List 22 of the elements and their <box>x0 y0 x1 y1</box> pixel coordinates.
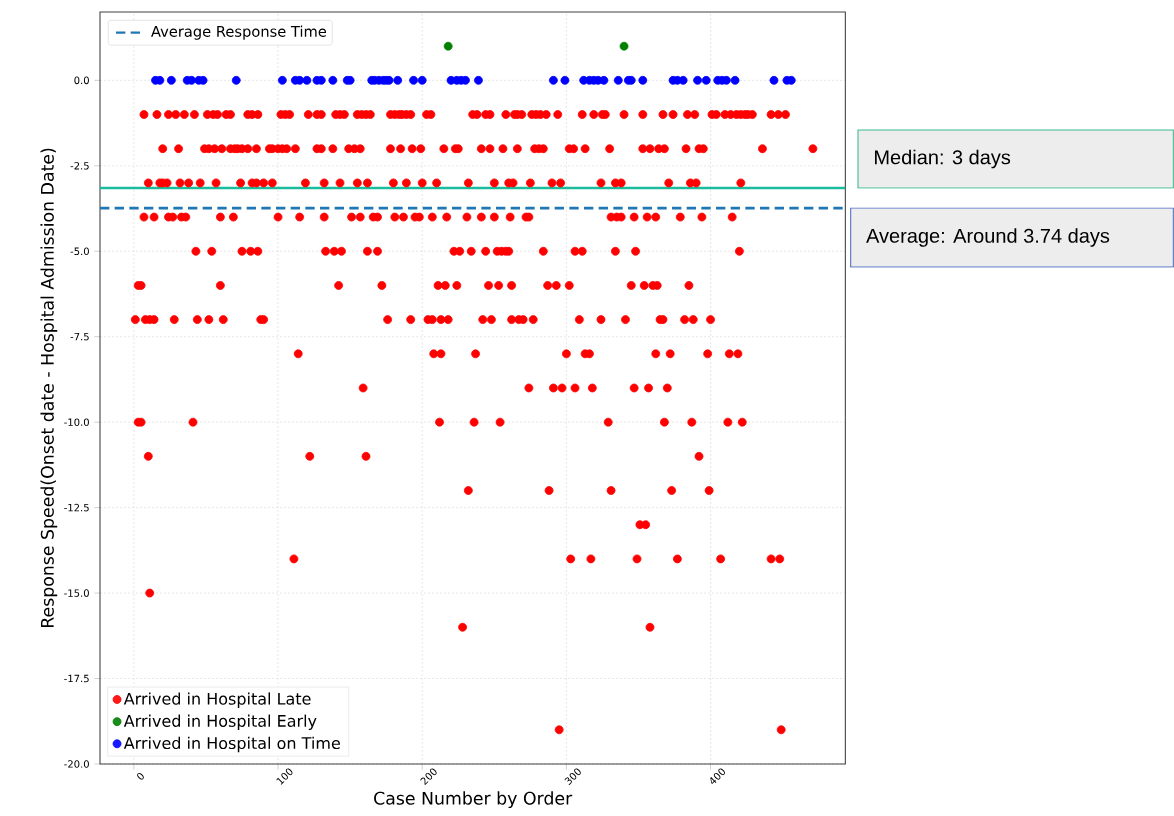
text: Median: 3 days <box>875 149 1011 169</box>
text: Average: Around 3.74 days <box>866 228 1110 247</box>
x-tick-label: 200 <box>420 768 437 786</box>
x-tick-label: 300 <box>564 768 581 785</box>
y-tick-label: -10.0 <box>64 418 89 426</box>
y-tick-label: -2.5 <box>70 162 89 170</box>
legend-label: Average Response Time <box>151 25 327 40</box>
x-tick-label: 100 <box>276 768 293 785</box>
y-tick-label: -17.5 <box>64 674 89 683</box>
y-tick-label: -5.0 <box>70 247 89 256</box>
x-tick-label: 400 <box>710 768 725 785</box>
y-tick-label: -20.0 <box>64 760 89 768</box>
y-tick-label: -7.5 <box>70 333 89 341</box>
legend-label: Arrived in Hospital Early <box>123 714 317 731</box>
x-tick-label: 0 <box>137 772 144 780</box>
y-tick-label: -15.0 <box>64 589 89 597</box>
y-axis-title: Response Speed(Onset date - Hospital Admission Date) <box>40 148 58 628</box>
legend-label: Arrived in Hospital on Time <box>123 736 340 753</box>
y-tick-label: -12.5 <box>64 503 89 512</box>
x-axis-title: Case Number by Order <box>374 791 573 809</box>
legend-label: Arrived in Hospital Late <box>123 692 311 708</box>
y-tick-label: 0.0 <box>74 76 89 85</box>
